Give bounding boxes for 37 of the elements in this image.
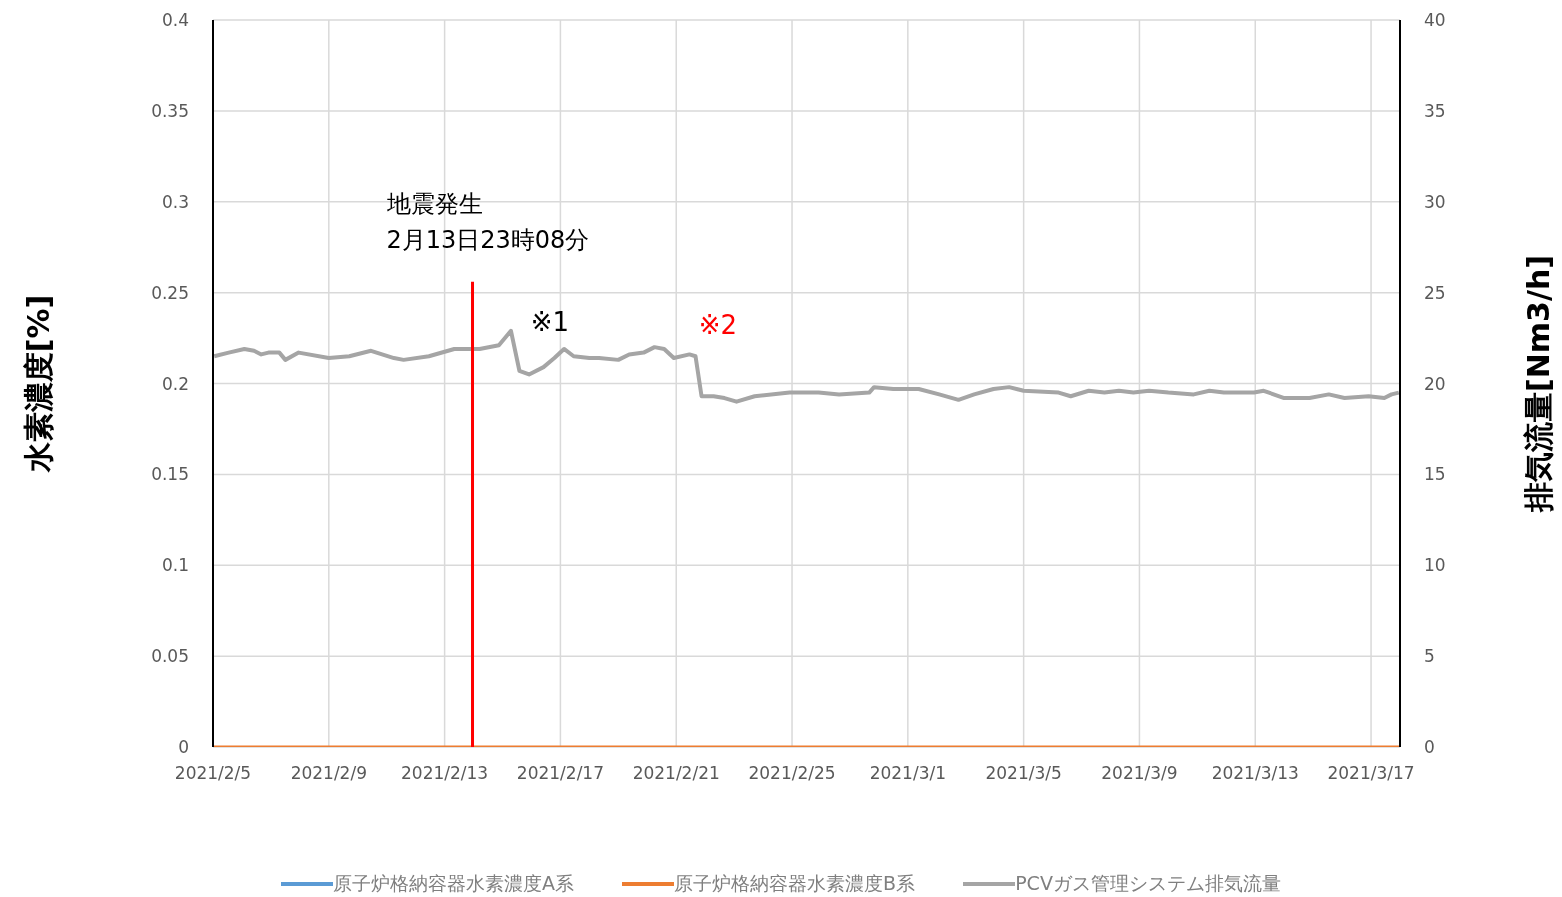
y-tick-label: 0.15 xyxy=(151,464,189,485)
x-tick-label: 2021/2/9 xyxy=(290,763,367,784)
y2-tick-label: 10 xyxy=(1424,555,1446,576)
legend-label: 原子炉格納容器水素濃度B系 xyxy=(674,871,916,896)
annotation: ※2 xyxy=(698,310,738,340)
y2-tick-label: 25 xyxy=(1424,282,1446,303)
x-tick-label: 2021/3/1 xyxy=(869,763,947,784)
ref-line-label: 地震発生 2月13日23時08分 xyxy=(385,189,590,254)
y-tick-label: 0.05 xyxy=(151,646,189,667)
x-tick-label: 2021/3/17 xyxy=(1327,763,1415,784)
y-axis-title: 水素濃度[%] xyxy=(20,294,56,474)
legend-label: 原子炉格納容器水素濃度A系 xyxy=(333,871,575,896)
x-tick-label: 2021/2/17 xyxy=(516,763,604,784)
x-tick-label: 2021/3/5 xyxy=(985,763,1062,784)
y2-tick-label: 30 xyxy=(1424,191,1446,212)
y-tick-label: 0.3 xyxy=(161,191,189,212)
y2-axis-title: 排気流量[Nm3/h] xyxy=(1520,255,1556,513)
y-tick-label: 0.4 xyxy=(161,10,189,31)
x-tick-label: 2021/2/21 xyxy=(632,763,720,784)
y-tick-label: 0.35 xyxy=(151,100,189,121)
y-tick-label: 0 xyxy=(178,737,189,758)
x-tick-label: 2021/3/9 xyxy=(1101,763,1178,784)
y-tick-label: 0.25 xyxy=(151,282,189,303)
y2-tick-label: 15 xyxy=(1424,464,1446,485)
x-tick-label: 2021/3/13 xyxy=(1211,763,1299,784)
y2-tick-label: 40 xyxy=(1424,10,1446,31)
x-tick-label: 2021/2/5 xyxy=(174,763,252,784)
y-tick-label: 0.1 xyxy=(161,555,189,576)
legend-label: PCVガス管理システム排気流量 xyxy=(1015,871,1281,896)
y2-tick-label: 0 xyxy=(1424,737,1435,758)
x-tick-label: 2021/2/13 xyxy=(401,763,489,784)
y2-tick-label: 20 xyxy=(1424,373,1446,394)
annotation: ※1 xyxy=(530,307,570,337)
x-tick-label: 2021/2/25 xyxy=(748,763,836,784)
y-tick-label: 0.2 xyxy=(161,373,189,394)
y2-tick-label: 5 xyxy=(1424,646,1435,667)
y2-tick-label: 35 xyxy=(1424,100,1446,121)
